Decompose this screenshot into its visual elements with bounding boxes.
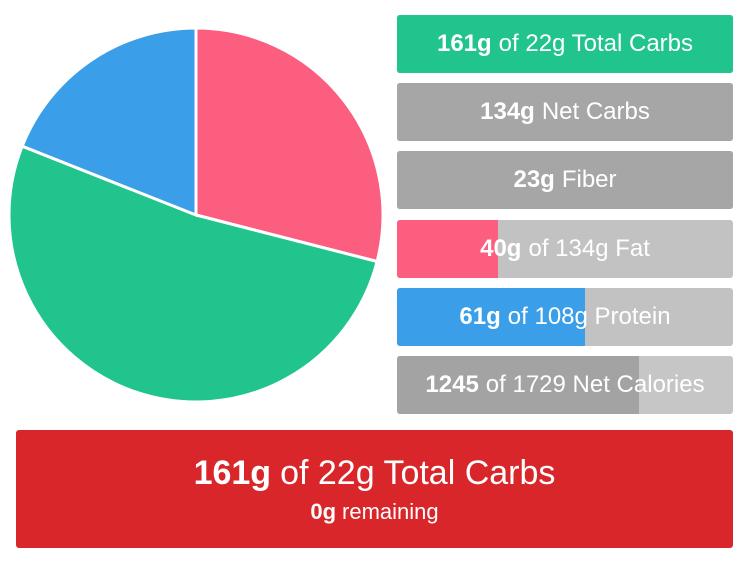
remaining-text: remaining (342, 499, 439, 524)
bar-text: Net Carbs (541, 98, 650, 126)
progress-fill (397, 219, 498, 278)
bar-amount: 1245 (425, 371, 479, 398)
progress-fill (397, 151, 733, 210)
bar-amount: 134g (480, 98, 535, 126)
pie-chart (7, 26, 385, 404)
summary-amount: 161g (193, 454, 272, 492)
bar-amount: 61g (459, 302, 501, 330)
progress-bar: 61g of 108g Protein (397, 287, 733, 346)
bar-amount: 161g (436, 30, 492, 57)
bar-text: of 1729 Net Calories (485, 371, 705, 398)
bar-text: of 22g Total Carbs (498, 30, 694, 57)
progress-fill (397, 83, 733, 142)
bar-label: 23g Fiber (397, 151, 733, 209)
bar-label: 134g Net Carbs (397, 83, 733, 141)
pie-slice (7, 144, 379, 404)
bar-amount: 40g (480, 234, 522, 262)
bar-text: Fiber (561, 166, 617, 194)
bar-text: of 134g Fat (528, 234, 650, 262)
bar-amount: 23g (513, 166, 555, 194)
summary: 161g of 22g Total Carbs 0g remaining (16, 430, 733, 548)
remaining-amount: 0g (310, 499, 337, 524)
summary-line: 161g of 22g Total Carbs (16, 454, 733, 493)
progress-bar: 40g of 134g Fat (397, 219, 733, 278)
summary-remaining: 0g remaining (16, 499, 733, 525)
progress-bar: 161g of 22g Total Carbs (397, 15, 733, 73)
bar-text: of 108g Protein (507, 302, 671, 330)
bar-label: 61g of 108g Protein (397, 288, 733, 346)
progress-bar: 23g Fiber (397, 151, 733, 210)
progress-bar: 1245 of 1729 Net Calories (397, 356, 733, 414)
progress-fill (397, 15, 733, 73)
pie-slice (20, 26, 198, 218)
bar-label: 1245 of 1729 Net Calories (397, 356, 733, 414)
progress-fill (397, 287, 586, 346)
pie-slice (194, 26, 385, 264)
progress-fill (397, 356, 639, 414)
bar-label: 40g of 134g Fat (397, 220, 733, 278)
bar-label: 161g of 22g Total Carbs (397, 15, 733, 73)
progress-bar: 134g Net Carbs (397, 83, 733, 142)
summary-text: of 22g Total Carbs (280, 454, 556, 492)
